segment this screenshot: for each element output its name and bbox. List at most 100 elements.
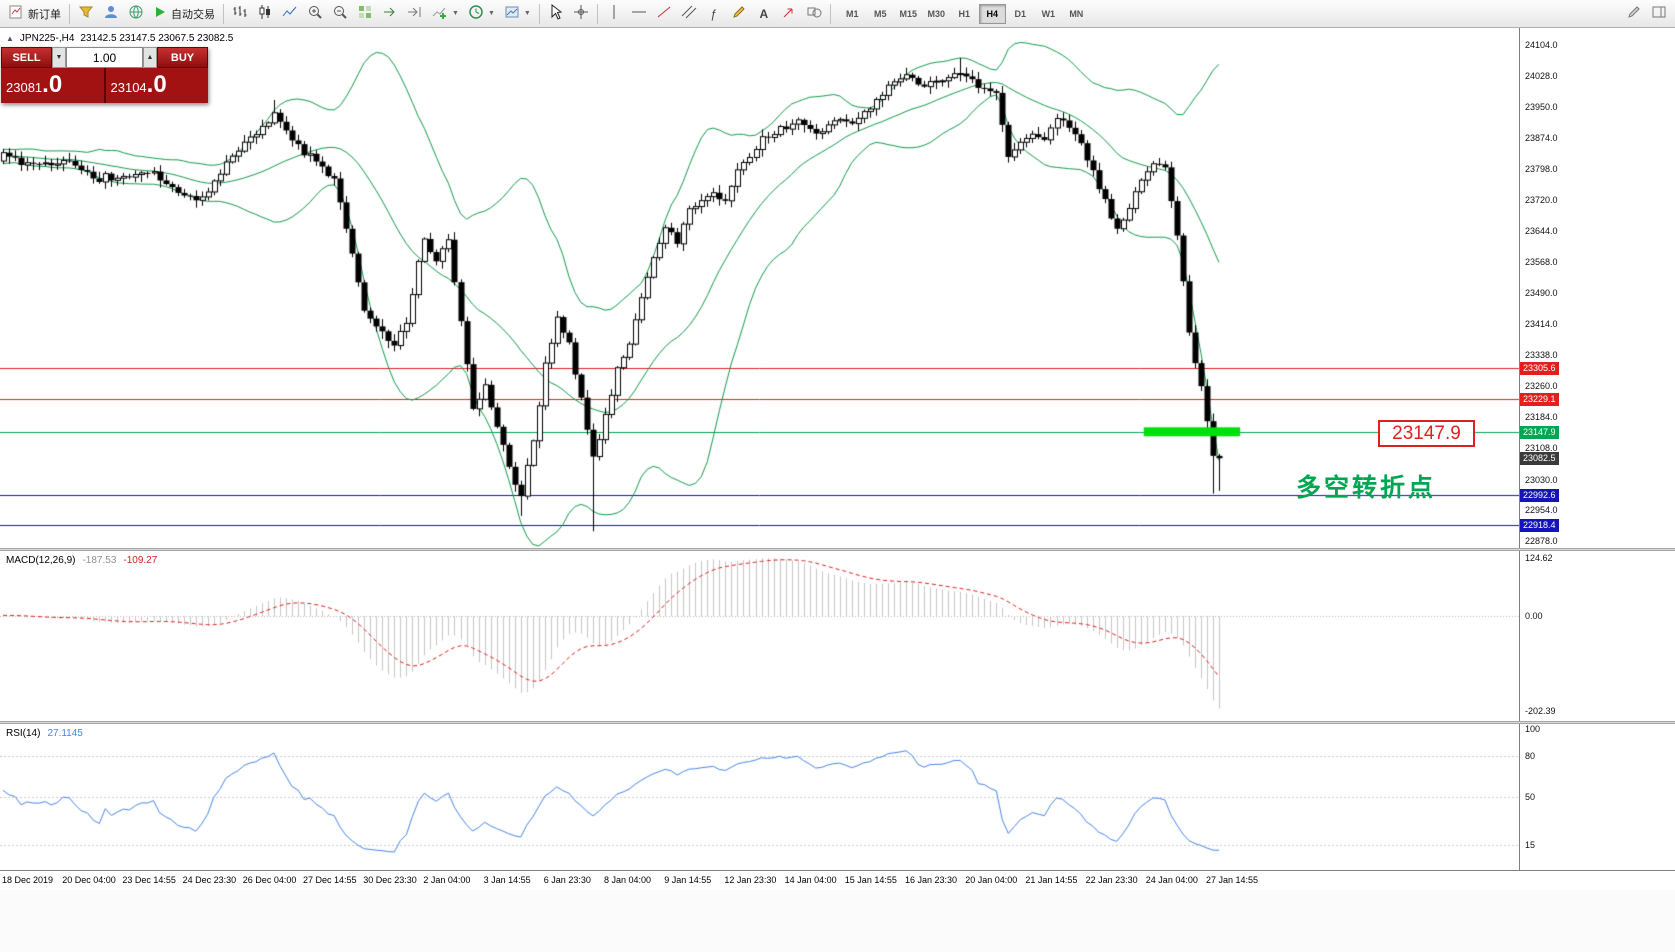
price-axis-label: 22878.0	[1525, 536, 1558, 546]
play-icon	[153, 5, 167, 22]
toolbar-separator	[223, 3, 224, 24]
time-axis-label: 30 Dec 23:30	[363, 875, 417, 885]
current-price-tag: 23082.5	[1520, 452, 1559, 466]
time-axis[interactable]: 18 Dec 2019 20 Dec 04:00 23 Dec 14:55 24 De…	[0, 870, 1675, 890]
time-axis-label: 12 Jan 23:30	[724, 875, 777, 885]
macd-axis-label: -202.39	[1525, 706, 1556, 716]
macd-header: MACD(12,26,9) -187.53 -109.27	[6, 555, 157, 566]
pane-separator[interactable]	[0, 721, 1675, 724]
templates-button[interactable]: ▼	[500, 3, 535, 25]
zoom-in-button[interactable]	[303, 3, 327, 25]
clock-icon	[468, 4, 484, 23]
volume-increase-button[interactable]: ▲	[143, 47, 157, 68]
sell-button[interactable]: SELL	[1, 47, 52, 68]
price-chart-canvas[interactable]	[0, 28, 1519, 548]
shapes-icon	[806, 4, 822, 23]
rsi-canvas[interactable]	[0, 724, 1519, 870]
buy-button[interactable]: BUY	[157, 47, 208, 68]
toolbar-separator	[596, 3, 598, 24]
macd-axis[interactable]: 124.62 0.00 -202.39	[1519, 551, 1675, 721]
price-axis-label: 23568.0	[1525, 256, 1558, 267]
price-annotation-box[interactable]: 23147.9	[1378, 420, 1475, 447]
macd-main-value: -187.53	[82, 555, 117, 566]
autotrading-button[interactable]: 自动交易	[149, 3, 219, 25]
bar-chart-button[interactable]	[228, 3, 252, 25]
bar-chart-icon	[232, 4, 248, 23]
volume-input[interactable]	[66, 47, 143, 68]
rsi-axis-label: 100	[1525, 724, 1541, 734]
timeframe-m30-button[interactable]: M30	[923, 4, 950, 24]
draw-tool-button[interactable]	[727, 3, 751, 25]
horizontal-line-tool-button[interactable]	[627, 3, 651, 25]
symbol-marker-icon: ▲	[6, 34, 14, 43]
price-axis-label: 23030.0	[1525, 474, 1558, 485]
time-axis-label: 8 Jan 04:00	[604, 875, 652, 885]
line-chart-button[interactable]	[278, 3, 302, 25]
indicators-icon	[432, 4, 448, 23]
timeframe-m1-button[interactable]: M1	[839, 4, 866, 24]
turning-point-label[interactable]: 多空转折点	[1296, 474, 1437, 502]
chart-ohlc-header: ▲ JPN225-,H4 23142.5 23147.5 23067.5 230…	[6, 33, 233, 44]
text-icon: A	[759, 6, 769, 21]
volume-decrease-button[interactable]: ▼	[52, 47, 66, 68]
zoom-out-button[interactable]	[328, 3, 352, 25]
auto-scroll-button[interactable]	[378, 3, 402, 25]
time-axis-label: 26 Dec 04:00	[242, 875, 297, 885]
price-axis-label: 23950.0	[1525, 102, 1558, 113]
cursor-tool-button[interactable]	[544, 3, 568, 25]
shapes-tool-button[interactable]	[802, 3, 826, 25]
edit-button[interactable]	[1622, 3, 1646, 25]
rsi-title: RSI(14)	[6, 728, 41, 739]
price-axis-label: 24104.0	[1525, 40, 1558, 50]
timeframe-m15-button[interactable]: M15	[895, 4, 922, 24]
tile-windows-button[interactable]	[353, 3, 377, 25]
auto-scroll-icon	[382, 4, 398, 23]
panels-button[interactable]	[1647, 3, 1671, 25]
vertical-line-tool-button[interactable]	[602, 3, 626, 25]
chart-shift-button[interactable]	[403, 3, 427, 25]
time-axis-label: 18 Dec 2019	[2, 875, 54, 885]
macd-axis-label: 124.62	[1525, 553, 1553, 563]
timeframe-w1-button[interactable]: W1	[1035, 4, 1062, 24]
timeframe-mn-button[interactable]: MN	[1063, 4, 1090, 24]
channel-tool-button[interactable]	[677, 3, 701, 25]
rsi-axis[interactable]: 100 80 50 15	[1519, 724, 1675, 870]
profiles-button[interactable]	[99, 3, 123, 25]
price-axis-label: 24028.0	[1525, 70, 1558, 81]
new-order-button[interactable]: 新订单	[4, 3, 65, 25]
time-axis-label: 20 Dec 04:00	[62, 875, 116, 885]
timeframe-d1-button[interactable]: D1	[1007, 4, 1034, 24]
horizontal-line-icon	[631, 4, 647, 23]
timeframe-m5-button[interactable]: M5	[867, 4, 894, 24]
candle-chart-button[interactable]	[253, 3, 277, 25]
metaeditor-button[interactable]	[74, 3, 98, 25]
price-axis-label: 23108.0	[1525, 442, 1558, 453]
trendline-tool-button[interactable]	[652, 3, 676, 25]
periods-button[interactable]: ▼	[464, 3, 499, 25]
timeframe-h1-button[interactable]: H1	[951, 4, 978, 24]
arrow-tool-button[interactable]	[777, 3, 801, 25]
timeframe-h4-button[interactable]: H4	[978, 3, 1006, 24]
macd-canvas[interactable]	[0, 551, 1519, 721]
text-tool-button[interactable]: A	[752, 3, 776, 25]
crosshair-icon	[573, 4, 589, 23]
macd-pane: 124.62 0.00 -202.39 MACD(12,26,9) -187.53 -1…	[0, 551, 1675, 721]
toolbar-separator	[538, 3, 540, 24]
time-axis-label: 20 Jan 04:00	[965, 875, 1018, 885]
crosshair-tool-button[interactable]	[569, 3, 593, 25]
fibonacci-tool-button[interactable]: ƒ	[702, 3, 726, 25]
pane-separator[interactable]	[0, 548, 1675, 551]
cursor-icon	[548, 3, 564, 23]
pencil-icon	[1626, 4, 1642, 23]
buy-price[interactable]: 23104 .0	[110, 71, 167, 98]
sell-price[interactable]: 23081 .0	[6, 71, 63, 98]
indicators-button[interactable]: ▼	[428, 3, 463, 25]
arrow-icon	[781, 4, 797, 23]
price-axis[interactable]: 24104.0 24028.0 23950.0 23874.0 23798.0 23720…	[1519, 28, 1675, 548]
community-button[interactable]	[124, 3, 148, 25]
chart-symbol-label: JPN225-,H4	[19, 33, 75, 44]
template-icon	[504, 4, 520, 23]
grid-icon	[357, 4, 373, 23]
time-axis-label: 9 Jan 14:55	[664, 875, 712, 885]
time-axis-label: 15 Jan 14:55	[844, 875, 897, 885]
